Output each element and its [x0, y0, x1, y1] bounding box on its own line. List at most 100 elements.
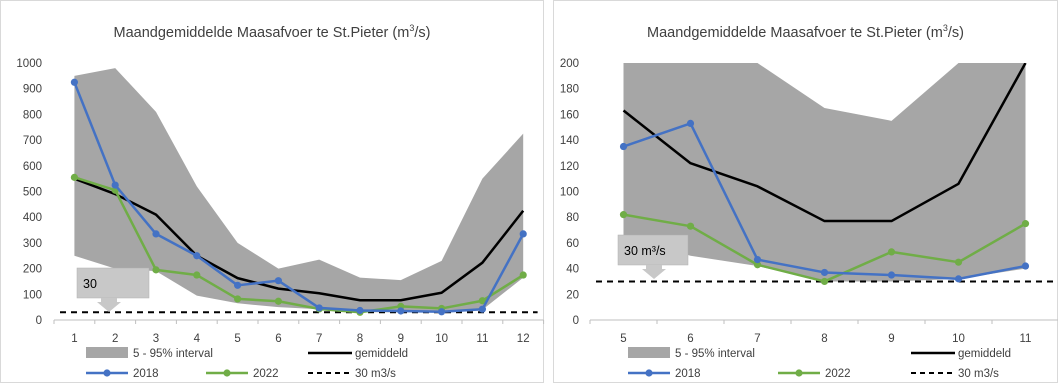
- series-line-2018: [73, 81, 525, 314]
- x-tick-label: 8: [821, 333, 827, 345]
- series-point-2018: [152, 230, 160, 238]
- series-point-2018: [315, 304, 323, 312]
- x-tick-label: 6: [275, 333, 281, 345]
- y-tick-label: 700: [23, 135, 42, 147]
- series-point-2022: [70, 173, 78, 181]
- y-tick-label: 100: [23, 289, 42, 301]
- series-line-2022: [74, 176, 524, 314]
- y-tick-label: 120: [560, 161, 579, 173]
- band-5-95-area: [623, 63, 1026, 282]
- chart-title-main: Maandgemiddelde Maasafvoer te St.Pieter …: [647, 24, 943, 41]
- x-tick-label: 5: [234, 333, 240, 345]
- series-point-2022: [619, 211, 628, 219]
- chart-title-sup: 3: [409, 23, 415, 33]
- legend-2018-label: 2018: [675, 368, 701, 380]
- legend-2022-marker: [223, 369, 231, 377]
- legend-mean-label: gemiddeld: [355, 348, 408, 360]
- x-tick-label: 12: [517, 333, 530, 345]
- y-tick-label: 20: [566, 289, 579, 301]
- chart-title-end: /s): [414, 24, 431, 41]
- y-tick-label: 400: [23, 212, 42, 224]
- chart-panel-left: Maandgemiddelde Maasafvoer te St.Pieter …: [0, 0, 545, 383]
- legend-threshold-label: 30 m3/s: [355, 368, 396, 380]
- series-point-2018: [438, 308, 446, 316]
- y-tick-label: 180: [560, 84, 579, 96]
- chart-title-end: /s): [947, 24, 964, 41]
- y-tick-label: 100: [560, 187, 579, 199]
- x-tick-label: 11: [1020, 333, 1032, 345]
- series-point-2022: [954, 258, 963, 266]
- chart-panel-right: Maandgemiddelde Maasafvoer te St.Pieter …: [553, 0, 1058, 383]
- legend-band-swatch: [628, 347, 670, 358]
- series-point-2022: [753, 261, 762, 269]
- series-point-2018: [753, 256, 762, 264]
- y-tick-label: 900: [23, 84, 42, 96]
- chart-title-left: Maandgemiddelde Maasafvoer te St.Pieter …: [1, 23, 543, 41]
- chart-svg-right: 0 20 40 60 80 100 120 140 160 180 200 5 6 7 8 9 10 11 30 m…: [560, 58, 1058, 380]
- series-point-2018: [954, 275, 963, 283]
- callout-label: 30 m³/s: [624, 244, 666, 258]
- series-point-2018: [478, 305, 486, 313]
- series-point-2018: [70, 78, 78, 86]
- series-point-2018: [193, 252, 201, 260]
- y-tick-label: 200: [23, 264, 42, 276]
- x-tick-label: 9: [398, 333, 404, 345]
- y-tick-label: 300: [23, 238, 42, 250]
- series-point-2022: [1021, 220, 1030, 228]
- y-tick-label: 600: [23, 161, 42, 173]
- legend-threshold-label: 30 m3/s: [958, 368, 999, 380]
- x-tick-label: 8: [357, 333, 363, 345]
- y-tick-label: 40: [566, 264, 579, 276]
- series-point-2022: [887, 248, 896, 256]
- legend-2022-label: 2022: [253, 368, 279, 380]
- series-point-2018: [1021, 262, 1030, 270]
- series-point-2022: [519, 271, 527, 279]
- x-tick-label: 7: [754, 333, 760, 345]
- series-point-2018: [820, 268, 829, 277]
- x-tick-label: 1: [71, 333, 77, 345]
- series-point-2022: [478, 297, 486, 305]
- series-point-2018: [519, 230, 527, 238]
- callout-arrow: [97, 298, 121, 312]
- series-point-2018: [397, 307, 405, 315]
- legend-2018-marker: [103, 369, 111, 377]
- series-point-2018: [686, 119, 695, 127]
- legend-mean-label: gemiddeld: [958, 348, 1011, 360]
- series-point-2022: [274, 297, 282, 305]
- y-tick-label: 0: [36, 315, 42, 327]
- x-tick-label: 5: [620, 333, 626, 345]
- y-tick-label: 0: [573, 315, 579, 327]
- series-point-2022: [152, 266, 160, 274]
- x-tick-label: 6: [687, 333, 693, 345]
- legend-band-label: 5 - 95% interval: [675, 348, 755, 360]
- x-tick-label: 3: [153, 333, 159, 345]
- y-tick-label: 500: [23, 187, 42, 199]
- chart-title-main: Maandgemiddelde Maasafvoer te St.Pieter …: [113, 24, 410, 41]
- x-tick-label: 10: [435, 333, 448, 345]
- series-point-2018: [274, 277, 282, 285]
- x-tick-label: 2: [112, 333, 118, 345]
- series-point-2022: [686, 222, 695, 230]
- series-point-2018: [111, 181, 119, 189]
- series-point-2018: [234, 281, 242, 289]
- y-tick-label: 1000: [16, 58, 42, 70]
- legend-2022-marker: [795, 369, 803, 377]
- series-point-2018: [619, 142, 628, 151]
- x-tick-label: 9: [888, 333, 894, 345]
- series-point-2022: [234, 295, 242, 303]
- y-tick-label: 800: [23, 109, 42, 121]
- y-tick-label: 200: [560, 58, 579, 70]
- legend-band-swatch: [86, 347, 128, 358]
- x-tick-label: 7: [316, 333, 322, 345]
- series-point-2018: [356, 306, 364, 315]
- series-line-gemiddeld: [73, 177, 525, 302]
- y-tick-label: 60: [566, 238, 579, 250]
- callout-box: [617, 234, 689, 266]
- callout-label: 30: [83, 277, 97, 291]
- series-point-2022: [193, 271, 201, 279]
- chart-title-right: Maandgemiddelde Maasafvoer te St.Pieter …: [554, 23, 1057, 41]
- x-tick-label: 4: [194, 333, 201, 345]
- legend-2018-label: 2018: [133, 368, 159, 380]
- series-point-2018: [887, 271, 896, 279]
- y-tick-label: 140: [560, 135, 579, 147]
